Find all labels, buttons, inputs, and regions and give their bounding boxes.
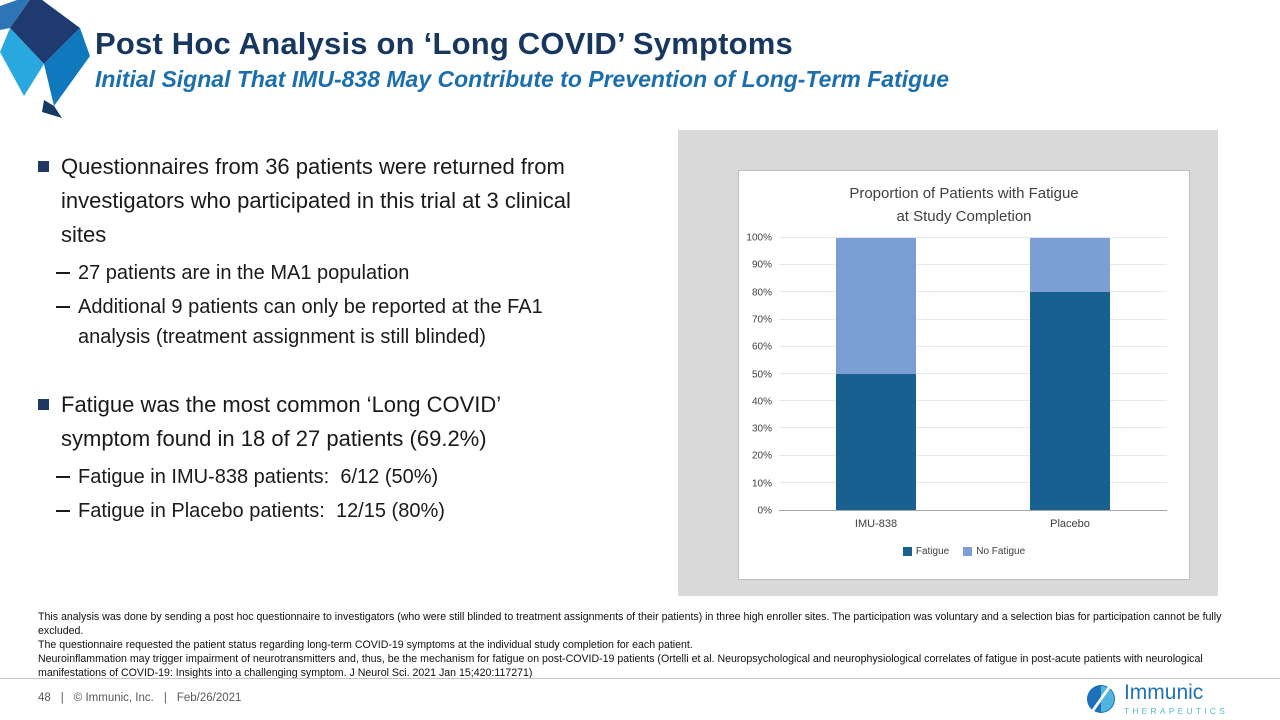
chart-x-labels: IMU-838 Placebo — [779, 518, 1167, 530]
chart-plot — [779, 237, 1167, 511]
gridline — [779, 481, 1167, 483]
page-number: 48 — [38, 692, 51, 704]
y-tick-label: 100% — [746, 232, 772, 244]
dash-icon — [56, 272, 70, 274]
sub-bullet-item: Fatigue in IMU-838 patients: 6/12 (50%) — [56, 462, 658, 492]
sub-bullet-text: Fatigue in IMU-838 patients: 6/12 (50%) — [78, 466, 439, 488]
footnote-line: The questionnaire requested the patient … — [38, 638, 693, 651]
dash-icon — [56, 510, 70, 512]
dash-icon — [56, 476, 70, 478]
sub-bullet-item: 27 patients are in the MA1 population — [56, 258, 658, 288]
y-tick-label: 30% — [751, 423, 772, 435]
y-tick-label: 60% — [751, 341, 772, 353]
bar-imu-838 — [836, 238, 916, 510]
gridline — [779, 318, 1167, 320]
dash-icon — [56, 306, 70, 308]
gridline — [779, 237, 1167, 238]
logo-name: Immunic — [1123, 681, 1204, 704]
slide-header: Post Hoc Analysis on ‘Long COVID’ Sympto… — [95, 26, 1195, 93]
bar-placebo — [1030, 238, 1110, 510]
footer-separator: | — [163, 692, 167, 704]
footnote-line: Neuroinflammation may trigger impairment… — [38, 652, 1203, 679]
company-logo: Immunic THERAPEUTICS — [1086, 682, 1228, 716]
bar-segment-no-fatigue — [836, 238, 916, 374]
bullet-text: Fatigue was the most common ‘Long COVID’… — [61, 392, 501, 451]
footer-date: Feb/26/2021 — [176, 692, 242, 704]
footnote-line: This analysis was done by sending a post… — [38, 611, 1222, 637]
y-tick-label: 80% — [751, 287, 772, 299]
bullet-text: Questionnaires from 36 patients were ret… — [61, 154, 571, 247]
chart-y-axis: 0% 10% 20% 30% 40% 50% 60% 70% 80% 90% 100% — [739, 233, 779, 517]
corner-decoration-icon — [0, 0, 90, 118]
chart-legend: Fatigue No Fatigue — [739, 546, 1189, 557]
gridline — [779, 373, 1167, 374]
bullet-item: Fatigue was the most common ‘Long COVID’… — [38, 388, 658, 456]
legend-swatch-icon — [963, 547, 973, 556]
bullet-square-icon — [38, 399, 49, 410]
bullet-square-icon — [38, 161, 49, 172]
legend-label: No Fatigue — [976, 546, 1026, 557]
legend-item-fatigue: Fatigue — [902, 546, 950, 557]
footer-divider — [0, 678, 1280, 679]
y-tick-label: 0% — [757, 505, 772, 517]
y-tick-label: 90% — [751, 259, 772, 271]
bullet-item: Questionnaires from 36 patients were ret… — [38, 150, 658, 252]
bullet-content: Questionnaires from 36 patients were ret… — [38, 150, 658, 526]
sub-bullet-list: 27 patients are in the MA1 population Ad… — [56, 258, 658, 352]
logo-subtitle: THERAPEUTICS — [1123, 706, 1228, 716]
legend-label: Fatigue — [915, 546, 950, 557]
gridline — [779, 400, 1167, 402]
gridline — [779, 454, 1167, 456]
chart-panel: Proportion of Patients with Fatigue at S… — [678, 130, 1218, 596]
gridline — [779, 264, 1167, 266]
logo-text: Immunic THERAPEUTICS — [1124, 682, 1228, 716]
gridline — [779, 291, 1167, 293]
sub-bullet-list: Fatigue in IMU-838 patients: 6/12 (50%) … — [56, 462, 658, 526]
bar-segment-fatigue — [1030, 292, 1110, 510]
chart-bars — [779, 238, 1167, 510]
x-tick-label: Placebo — [1050, 518, 1090, 530]
y-tick-label: 20% — [751, 450, 772, 462]
bar-segment-fatigue — [836, 374, 916, 510]
page-title: Post Hoc Analysis on ‘Long COVID’ Sympto… — [95, 26, 793, 61]
gridline — [779, 427, 1167, 429]
immunic-logo-icon — [1086, 684, 1115, 714]
gridline — [779, 345, 1167, 347]
chart-title: Proportion of Patients with Fatigue at S… — [849, 185, 1079, 225]
y-tick-label: 50% — [751, 369, 772, 380]
y-tick-label: 10% — [751, 478, 772, 490]
sub-bullet-text: 27 patients are in the MA1 population — [78, 262, 410, 284]
legend-swatch-icon — [902, 547, 912, 556]
sub-bullet-text: Additional 9 patients can only be report… — [78, 296, 549, 348]
legend-item-no-fatigue: No Fatigue — [963, 546, 1025, 557]
page-subtitle: Initial Signal That IMU-838 May Contribu… — [95, 65, 950, 92]
y-tick-label: 40% — [751, 396, 772, 408]
footnotes: This analysis was done by sending a post… — [38, 611, 1246, 681]
sub-bullet-item: Additional 9 patients can only be report… — [56, 292, 658, 352]
sub-bullet-text: Fatigue in Placebo patients: 12/15 (80%) — [78, 500, 445, 522]
x-tick-label: IMU-838 — [854, 518, 898, 530]
spacer — [38, 352, 658, 388]
footer-info: 48 | © Immunic, Inc. | Feb/26/2021 — [38, 692, 241, 704]
copyright-text: © Immunic, Inc. — [73, 692, 154, 704]
sub-bullet-item: Fatigue in Placebo patients: 12/15 (80%) — [56, 496, 658, 526]
y-tick-label: 70% — [751, 314, 772, 326]
chart-body: 0% 10% 20% 30% 40% 50% 60% 70% 80% 90% 100% — [739, 233, 1189, 517]
chart: Proportion of Patients with Fatigue at S… — [738, 170, 1190, 580]
bar-segment-no-fatigue — [1030, 238, 1110, 293]
footer-separator: | — [60, 692, 64, 704]
